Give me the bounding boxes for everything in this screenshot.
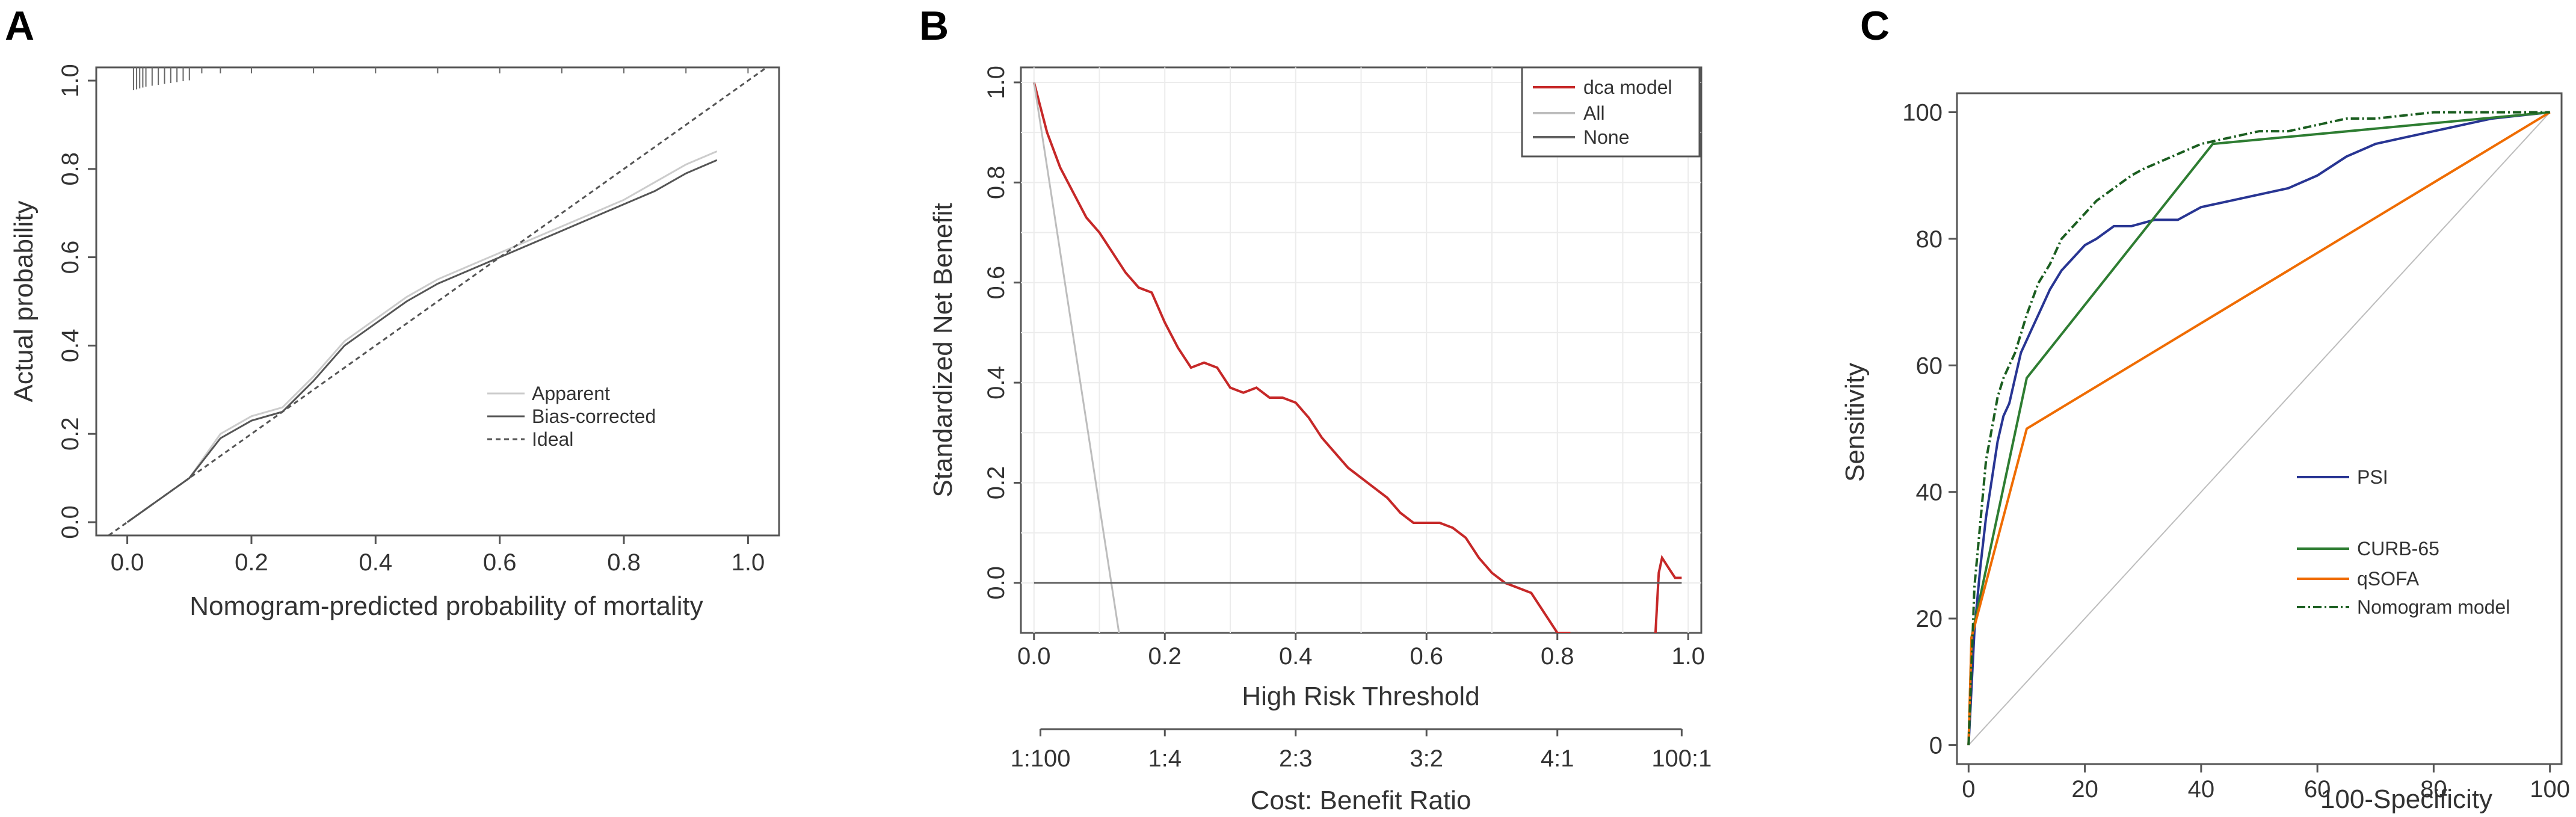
y-tick-label: 40 (1916, 479, 1943, 506)
y-tick-label: 0.6 (983, 266, 1009, 300)
series-all (1033, 82, 1120, 633)
legend-all-label: All (1583, 102, 1605, 124)
y-tick-label: 60 (1916, 353, 1943, 379)
legend-bias-corrected-label: Bias-corrected (532, 405, 656, 427)
legend-ideal-label: Ideal (532, 428, 573, 450)
panel-b: B 0.0 0.2 0.4 0.6 0.8 1.0 0.0 0.2 0.4 0.6 0.8 1.0 1:… (919, 3, 1712, 815)
panel-a-ylabel: Actual probability (9, 200, 39, 402)
x-tick-label: 0.4 (359, 549, 393, 576)
panel-c-legend: PSI CURB-65 qSOFA Nomogram model (2297, 466, 2510, 618)
x-tick-label: 0.8 (607, 549, 641, 576)
y-tick-label: 1.0 (983, 66, 1009, 99)
y-tick-label: 80 (1916, 226, 1943, 253)
panel-a-xlabel: Nomogram-predicted probability of mortal… (190, 591, 703, 621)
x-tick-label: 100 (2530, 776, 2570, 803)
y-tick-label: 0.4 (983, 366, 1009, 399)
panel-c-letter: C (1860, 3, 1890, 49)
legend-nomogram-model-label: Nomogram model (2357, 596, 2510, 618)
x2-tick-label: 4:1 (1541, 745, 1574, 772)
x2-tick-label: 2:3 (1279, 745, 1313, 772)
panel-a-legend: Apparent Bias-corrected Ideal (487, 383, 656, 450)
y-tick-label: 0.8 (983, 166, 1009, 200)
y-tick-label: 100 (1902, 100, 1943, 126)
x-tick-label: 1.0 (1671, 643, 1705, 670)
panel-c: C 0 20 40 60 80 100 0 20 40 60 80 100 100-Specifici… (1840, 3, 2570, 814)
x-tick-label: 0.4 (1279, 643, 1313, 670)
x-tick-label: 1.0 (732, 549, 765, 576)
legend-qsofa-label: qSOFA (2357, 568, 2420, 590)
x-tick-label: 0.6 (1410, 643, 1443, 670)
panel-b-xlabel: High Risk Threshold (1242, 682, 1479, 711)
series-reference (1968, 111, 2551, 746)
y-tick-label: 0.6 (57, 241, 84, 274)
legend-dca-model-label: dca model (1583, 76, 1672, 98)
legend-psi-label: PSI (2357, 466, 2388, 488)
y-tick-label: 0.4 (57, 329, 84, 363)
x-tick-label: 0.2 (235, 549, 268, 576)
legend-apparent-label: Apparent (532, 383, 610, 404)
y-tick-label: 0.0 (983, 566, 1009, 600)
y-tick-label: 20 (1916, 606, 1943, 632)
panel-c-ticks: 0 20 40 60 80 100 0 20 40 60 80 100 (1902, 100, 2570, 803)
x-tick-label: 0.2 (1148, 643, 1182, 670)
series-apparent (126, 150, 718, 523)
legend-curb65-label: CURB-65 (2357, 538, 2439, 560)
panel-c-xlabel: 100-Specificity (2320, 785, 2492, 814)
x2-tick-label: 100:1 (1651, 745, 1712, 772)
x-tick-label: 0.0 (111, 549, 144, 576)
x-tick-label: 0.8 (1541, 643, 1574, 670)
x2-tick-label: 3:2 (1410, 745, 1443, 772)
panel-b-grid (1021, 67, 1701, 633)
panel-a-marks (108, 66, 768, 537)
legend-none-label: None (1583, 126, 1630, 148)
series-dca-model-tail (1654, 555, 1682, 633)
panel-b-ylabel: Standardized Net Benefit (928, 203, 958, 497)
panel-a-letter: A (5, 3, 34, 49)
series-ideal (108, 66, 768, 537)
x2-tick-label: 1:4 (1148, 745, 1182, 772)
panel-c-marks (1967, 111, 2551, 746)
x-tick-label: 80 (2420, 776, 2447, 803)
panel-a-ticks: 0.0 0.2 0.4 0.6 0.8 1.0 0.0 0.2 0.4 0.6 0.8 1.0 (57, 64, 765, 576)
y-tick-label: 0.8 (57, 152, 84, 186)
series-bias-corrected (126, 159, 718, 523)
x-tick-label: 60 (2304, 776, 2331, 803)
y-tick-label: 0 (1929, 732, 1943, 759)
y-tick-label: 0.0 (57, 505, 84, 539)
panel-a: A 0.0 0.2 0.4 0.6 0.8 1.0 0.0 0.2 0.4 0.6 0.8 1.0 N… (5, 3, 780, 621)
y-tick-label: 1.0 (57, 64, 84, 97)
panel-c-ylabel: Sensitivity (1840, 363, 1870, 482)
x-tick-label: 0.6 (483, 549, 517, 576)
x-tick-label: 0.0 (1017, 643, 1051, 670)
series-nomogram-model (1967, 111, 2550, 745)
panel-b-ticks: 0.0 0.2 0.4 0.6 0.8 1.0 0.0 0.2 0.4 0.6 0.8 1.0 1:10… (983, 66, 1712, 772)
panel-b-x2label: Cost: Benefit Ratio (1251, 786, 1471, 815)
panel-b-legend: dca model All None (1521, 66, 1701, 158)
y-tick-label: 0.2 (983, 466, 1009, 500)
panel-b-letter: B (919, 3, 949, 49)
y-tick-label: 0.2 (57, 417, 84, 451)
x-tick-label: 40 (2188, 776, 2215, 803)
x2-tick-label: 1:100 (1010, 745, 1070, 772)
panel-c-plot-frame (1956, 92, 2563, 765)
series-dca-model (1032, 82, 1571, 633)
x-tick-label: 20 (2071, 776, 2098, 803)
x-tick-label: 0 (1962, 776, 1975, 803)
series-psi (1967, 111, 2550, 745)
panel-b-marks (1032, 82, 1682, 633)
